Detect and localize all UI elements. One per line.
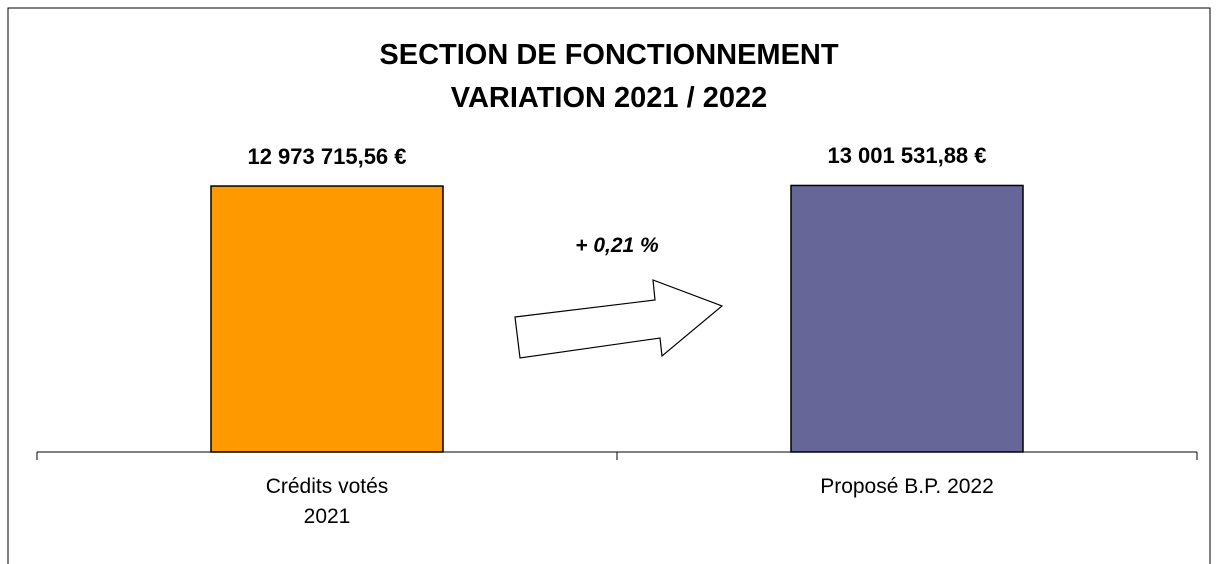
annotation: + 0,21 % [575,234,659,257]
frame [7,7,1211,564]
chart-title: SECTION DE FONCTIONNEMENT VARIATION 2021… [379,39,839,114]
bar [210,185,444,453]
arrow [514,279,724,359]
value-label: 13 001 531,88 € [827,143,987,169]
x-tick-label: Crédits votés 2021 [265,475,389,528]
x-tick-label: Proposé B.P. 2022 [820,475,994,498]
bar [790,184,1024,453]
value-label: 12 973 715,56 € [247,144,407,170]
